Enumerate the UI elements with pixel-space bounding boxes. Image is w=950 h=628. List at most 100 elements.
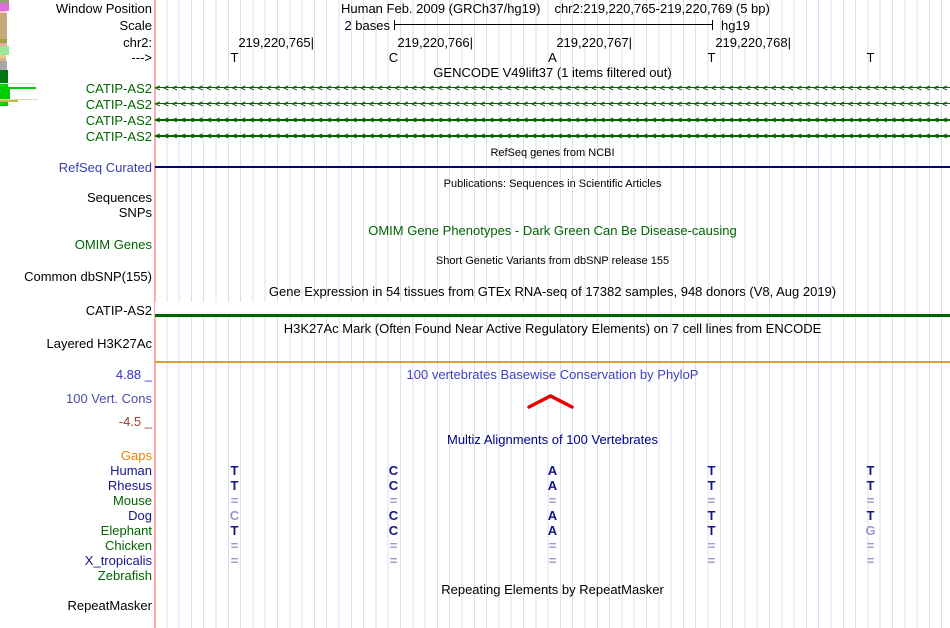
phylop-conservation-mark xyxy=(0,100,18,102)
phylop-conservation-mark xyxy=(0,83,36,84)
alignment-base: = xyxy=(548,553,557,568)
gtex-expression-bar xyxy=(0,13,7,26)
gtex-expression-bar xyxy=(0,3,9,11)
gencode-gene-row[interactable]: <<<<<<<<<<<<<<<<<<<<<<<<<<<<<<<<<<<<<<<<… xyxy=(155,82,950,94)
multiz-species-label[interactable]: Rhesus xyxy=(107,478,152,493)
genome-assembly-label: hg19 xyxy=(721,18,750,33)
alignment-base: T xyxy=(707,523,716,538)
layered-h3k27ac-label[interactable]: Layered H3K27Ac xyxy=(46,336,152,351)
reverse-strand-arrows: <<<<<<<<<<<<<<<<<<<<<<<<<<<<<<<<<<<<<<<<… xyxy=(155,83,950,93)
alignment-base: T xyxy=(866,478,875,493)
gtex-expression-bar xyxy=(0,26,7,39)
reverse-strand-arrows: <<<<<<<<<<<<<<<<<<<<<<<<<<<<<<<<<<<<<<<<… xyxy=(155,99,950,109)
gtex-expression-bar xyxy=(0,43,7,46)
phylop-conservation-mark xyxy=(0,89,10,99)
strand-base-letter: T xyxy=(707,50,716,65)
phylop-max-scale-label: 4.88 _ xyxy=(115,367,152,382)
alignment-base: = xyxy=(389,493,398,508)
phylop-conservation-mark xyxy=(0,102,8,106)
phylop-conservation-mark xyxy=(0,99,38,100)
gencode-gene-label[interactable]: CATIP-AS2 xyxy=(85,97,152,112)
vert-cons-label[interactable]: 100 Vert. Cons xyxy=(66,391,152,406)
snps-label[interactable]: SNPs xyxy=(118,205,152,220)
phylop-negative-peak xyxy=(527,394,574,409)
alignment-base: T xyxy=(707,508,716,523)
alignment-base: G xyxy=(865,523,876,538)
scale-bar xyxy=(394,20,713,30)
phylop-conservation-mark xyxy=(0,87,36,89)
alignment-base: A xyxy=(547,508,558,523)
gtex-expression-bar xyxy=(0,0,9,3)
gencode-gene-row[interactable]: <<<<<<<<<<<<<<<<<<<<<<<<<<<<<<<<<<<<<<<<… xyxy=(155,98,950,110)
gene-model-line xyxy=(155,87,950,88)
multiz-track-title: Multiz Alignments of 100 Vertebrates xyxy=(446,432,658,447)
gtex-track-title: Gene Expression in 54 tissues from GTEx … xyxy=(268,284,837,299)
alignment-base: = xyxy=(230,553,239,568)
gencode-gene-label[interactable]: CATIP-AS2 xyxy=(85,113,152,128)
repeatmasker-label[interactable]: RepeatMasker xyxy=(67,598,152,613)
multiz-species-label[interactable]: Human xyxy=(110,463,152,478)
sequences-label[interactable]: Sequences xyxy=(86,190,152,205)
strand-base-letter: T xyxy=(230,50,239,65)
gtex-expression-bar xyxy=(0,61,7,70)
scale-label: Scale xyxy=(119,18,152,33)
multiz-species-label[interactable]: Mouse xyxy=(112,493,152,508)
ruler-coordinate: 219,220,765| xyxy=(238,35,314,50)
phylop-track-title: 100 vertebrates Basewise Conservation by… xyxy=(406,367,699,382)
alignment-base: T xyxy=(230,478,239,493)
h3k27ac-track-title: H3K27Ac Mark (Often Found Near Active Re… xyxy=(283,321,822,336)
refseq-curated-gene-line[interactable] xyxy=(155,166,950,168)
gtex-expression-bar xyxy=(0,39,7,43)
alignment-base: T xyxy=(707,463,716,478)
chromosome-label: chr2: xyxy=(123,35,152,50)
multiz-species-label[interactable]: Gaps xyxy=(120,448,152,463)
alignment-base: C xyxy=(388,463,399,478)
gencode-gene-row[interactable]: <<<<<<<<<<<<<<<<<<<<<<<<<<<<<<<<<<<<<<<<… xyxy=(155,114,950,126)
reverse-strand-arrows: <<<<<<<<<<<<<<<<<<<<<<<<<<<<<<<<<<<<<<<<… xyxy=(155,115,950,125)
strand-base-letter: C xyxy=(388,50,399,65)
gencode-gene-row[interactable]: <<<<<<<<<<<<<<<<<<<<<<<<<<<<<<<<<<<<<<<<… xyxy=(155,130,950,142)
gene-model-line xyxy=(155,103,950,104)
alignment-base: A xyxy=(547,463,558,478)
alignment-base: T xyxy=(707,478,716,493)
alignment-base: = xyxy=(707,538,716,553)
phylop-conservation-mark xyxy=(0,84,8,87)
alignment-base: T xyxy=(230,463,239,478)
multiz-species-label[interactable]: X_tropicalis xyxy=(84,553,152,568)
gencode-gene-label[interactable]: CATIP-AS2 xyxy=(85,81,152,96)
gene-model-line xyxy=(155,135,950,137)
repeatmasker-track-title: Repeating Elements by RepeatMasker xyxy=(441,582,664,597)
alignment-base: = xyxy=(389,553,398,568)
scale-value: 2 bases xyxy=(344,18,390,33)
window-position-label: Window Position xyxy=(55,1,152,16)
alignment-base: = xyxy=(707,493,716,508)
h3k27ac-signal-baseline[interactable] xyxy=(155,361,950,363)
strand-direction-label: ---> xyxy=(131,50,152,65)
strand-base-letter: T xyxy=(866,50,875,65)
alignment-base: = xyxy=(548,493,557,508)
gtex-gene-model-line[interactable] xyxy=(155,314,950,317)
refseq-curated-label[interactable]: RefSeq Curated xyxy=(58,160,152,175)
gtex-gene-label[interactable]: CATIP-AS2 xyxy=(85,303,152,318)
ruler-coordinate: 219,220,767| xyxy=(556,35,632,50)
gene-model-line xyxy=(155,119,950,121)
gtex-expression-bar xyxy=(0,70,8,83)
refseq-track-title: RefSeq genes from NCBI xyxy=(490,147,615,159)
assembly-name: Human Feb. 2009 (GRCh37/hg19) xyxy=(341,1,541,16)
phylop-min-scale-label: -4.5 _ xyxy=(118,414,152,429)
gencode-gene-label[interactable]: CATIP-AS2 xyxy=(85,129,152,144)
multiz-species-label[interactable]: Elephant xyxy=(100,523,152,538)
alignment-base: = xyxy=(389,538,398,553)
alignment-base: T xyxy=(230,523,239,538)
alignment-base: T xyxy=(866,508,875,523)
gtex-plot-background[interactable] xyxy=(155,302,532,314)
omim-genes-label[interactable]: OMIM Genes xyxy=(74,237,152,252)
alignment-base: = xyxy=(230,538,239,553)
multiz-species-label[interactable]: Dog xyxy=(128,508,152,523)
common-dbsnp-label[interactable]: Common dbSNP(155) xyxy=(24,269,152,284)
alignment-base: = xyxy=(866,538,875,553)
multiz-species-label[interactable]: Zebrafish xyxy=(97,568,152,583)
gtex-expression-bar xyxy=(0,46,9,55)
multiz-species-label[interactable]: Chicken xyxy=(105,538,152,553)
